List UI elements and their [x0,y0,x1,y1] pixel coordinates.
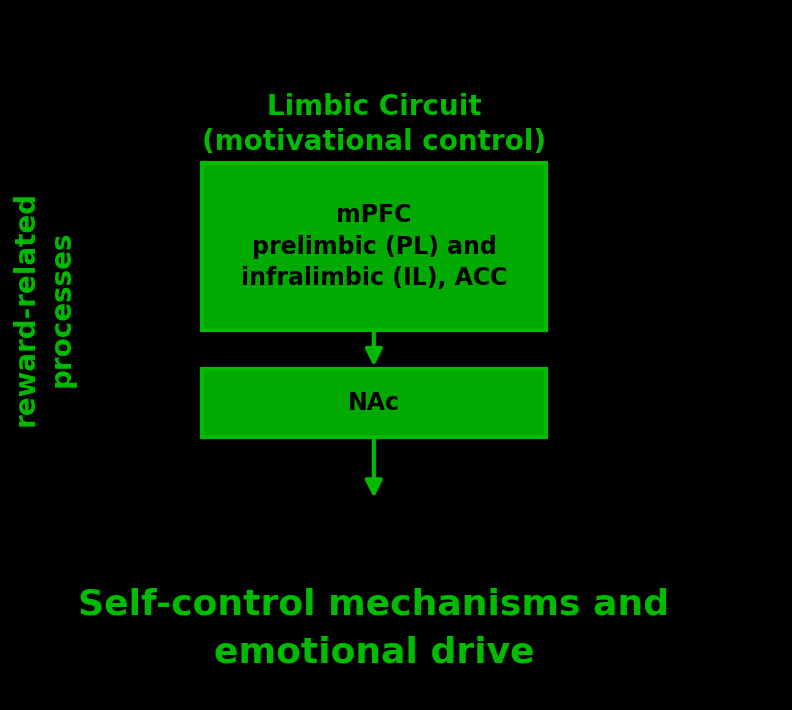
Bar [202,369,546,437]
Text: mPFC
prelimbic (PL) and
infralimbic (IL), ACC: mPFC prelimbic (PL) and infralimbic (IL)… [241,203,508,290]
Text: Self-control mechanisms and
emotional drive: Self-control mechanisms and emotional dr… [78,588,669,669]
Text: reward-related
processes: reward-related processes [11,191,76,427]
Bar [202,163,546,330]
Text: Limbic Circuit
(motivational control): Limbic Circuit (motivational control) [202,93,546,155]
Text: NAc: NAc [348,391,400,415]
